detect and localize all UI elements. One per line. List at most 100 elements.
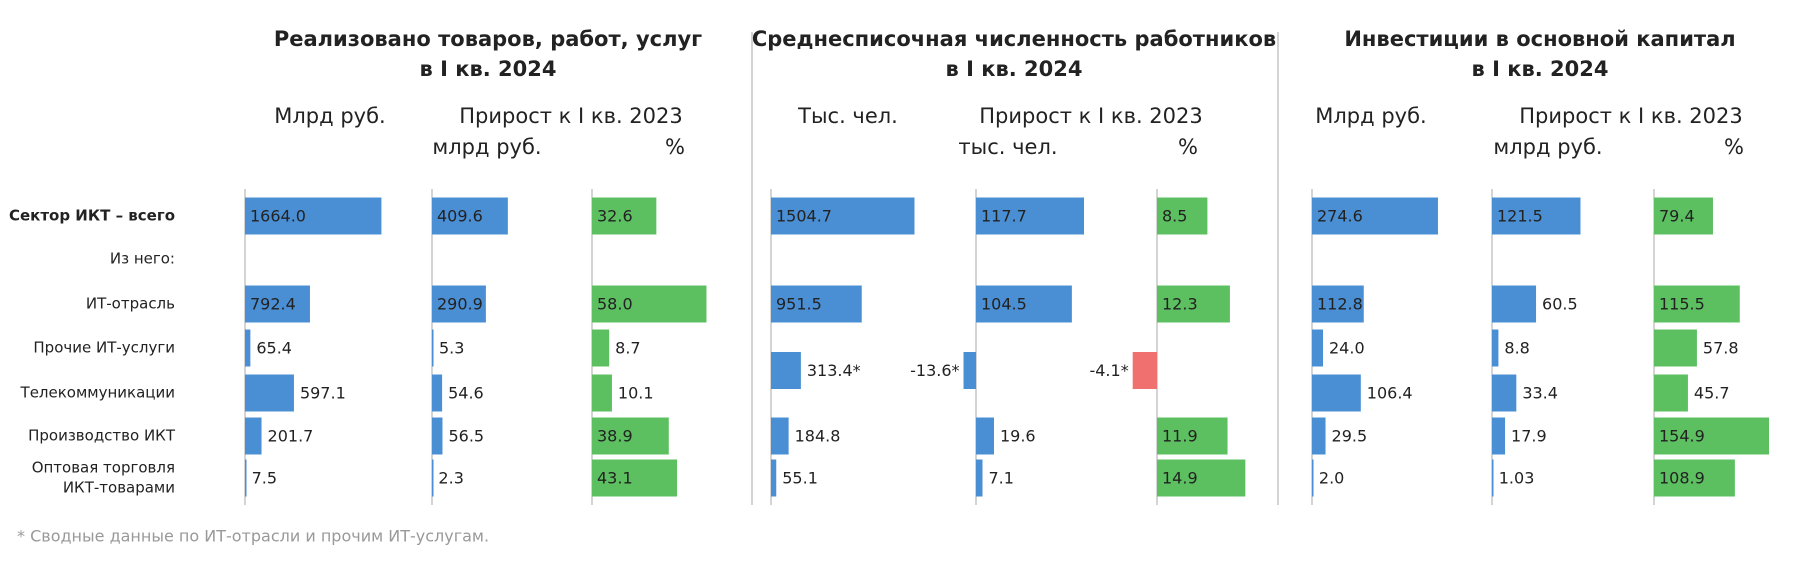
bar — [771, 459, 777, 497]
column-header: % — [665, 135, 685, 159]
bar — [963, 352, 976, 389]
value-label: 38.9 — [597, 427, 633, 446]
value-label: 154.9 — [1659, 427, 1705, 446]
value-label: 597.1 — [300, 384, 346, 403]
value-label: 121.5 — [1497, 207, 1543, 226]
value-label: 8.5 — [1162, 207, 1187, 226]
bar — [432, 197, 508, 235]
value-label: 58.0 — [597, 295, 633, 314]
value-label: 290.9 — [437, 295, 483, 314]
value-label: 29.5 — [1332, 427, 1368, 446]
bar — [1312, 459, 1314, 497]
bar — [245, 417, 262, 455]
bar — [245, 374, 294, 412]
value-label: 54.6 — [448, 384, 484, 403]
bar — [592, 329, 610, 367]
bar — [1654, 197, 1713, 235]
group-title: в I кв. 2024 — [419, 57, 556, 81]
value-label: 8.7 — [615, 339, 640, 358]
column-header: млрд руб. — [1493, 135, 1602, 159]
value-label: 409.6 — [437, 207, 483, 226]
bar — [432, 329, 434, 367]
value-label: 33.4 — [1522, 384, 1558, 403]
subgroup-label: Из него: — [110, 250, 175, 268]
value-label: 184.8 — [795, 427, 841, 446]
bar — [1492, 329, 1499, 367]
bar — [1654, 374, 1688, 412]
row-label: Оптовая торговля — [32, 459, 175, 477]
row-label: Сектор ИКТ – всего — [9, 207, 175, 225]
bar — [1492, 285, 1537, 323]
bar — [432, 285, 486, 323]
bar — [592, 374, 612, 412]
column-header: Млрд руб. — [274, 104, 385, 128]
value-label: 11.9 — [1162, 427, 1198, 446]
bar — [1312, 329, 1324, 367]
bar — [592, 459, 678, 497]
value-label: 7.5 — [252, 469, 277, 488]
group-subheader: Прирост к I кв. 2023 — [1519, 104, 1742, 128]
bar — [1157, 417, 1228, 455]
bar — [245, 285, 310, 323]
bar — [1492, 459, 1494, 497]
value-label: 56.5 — [448, 427, 484, 446]
value-label: 10.1 — [618, 384, 654, 403]
row-label: ИКТ-товарами — [63, 479, 175, 497]
value-label: 1664.0 — [250, 207, 306, 226]
bar — [1492, 197, 1581, 235]
bar — [976, 285, 1072, 323]
footnote: * Сводные данные по ИТ-отрасли и прочим … — [17, 527, 489, 546]
bar — [432, 459, 434, 497]
value-label: 117.7 — [981, 207, 1027, 226]
group-title: в I кв. 2024 — [1471, 57, 1608, 81]
value-label: 313.4* — [807, 361, 861, 380]
value-label: 2.0 — [1319, 469, 1344, 488]
row-label: Телекоммуникации — [20, 384, 175, 402]
value-label: -4.1* — [1089, 361, 1128, 380]
bar — [1312, 374, 1361, 412]
bar — [592, 285, 707, 323]
value-label: 12.3 — [1162, 295, 1198, 314]
group-subheader: Прирост к I кв. 2023 — [979, 104, 1202, 128]
value-label: 1504.7 — [776, 207, 832, 226]
value-label: 60.5 — [1542, 295, 1578, 314]
bar — [1132, 352, 1157, 389]
value-label: 19.6 — [1000, 427, 1036, 446]
bar — [1312, 285, 1364, 323]
value-label: 45.7 — [1694, 384, 1730, 403]
value-label: 951.5 — [776, 295, 822, 314]
value-label: 32.6 — [597, 207, 633, 226]
row-label: ИТ-отрасль — [86, 295, 175, 313]
bar — [245, 329, 251, 367]
value-label: 104.5 — [981, 295, 1027, 314]
column-header: Тыс. чел. — [797, 104, 898, 128]
column-header: Млрд руб. — [1315, 104, 1426, 128]
value-label: 43.1 — [597, 469, 633, 488]
bar — [1157, 197, 1208, 235]
bar — [1654, 285, 1740, 323]
row-label: Прочие ИТ-услуги — [33, 339, 175, 357]
value-label: 14.9 — [1162, 469, 1198, 488]
value-label: 1.03 — [1499, 469, 1535, 488]
bar — [1312, 417, 1326, 455]
bar — [771, 285, 862, 323]
column-header: тыс. чел. — [958, 135, 1057, 159]
group-title: Инвестиции в основной капитал — [1344, 27, 1735, 51]
group-title: Среднесписочная численность работников — [752, 27, 1276, 51]
value-label: 108.9 — [1659, 469, 1705, 488]
bar — [1312, 197, 1438, 235]
value-label: 792.4 — [250, 295, 296, 314]
bar — [1492, 417, 1506, 455]
value-label: 24.0 — [1329, 339, 1365, 358]
bar — [1157, 285, 1230, 323]
bar — [1654, 459, 1735, 497]
value-label: 79.4 — [1659, 207, 1695, 226]
bar — [771, 352, 801, 389]
bar — [1654, 329, 1697, 367]
bar — [771, 197, 915, 235]
value-label: 106.4 — [1367, 384, 1413, 403]
bar — [245, 197, 382, 235]
bar — [771, 417, 789, 455]
bar — [1654, 417, 1770, 455]
